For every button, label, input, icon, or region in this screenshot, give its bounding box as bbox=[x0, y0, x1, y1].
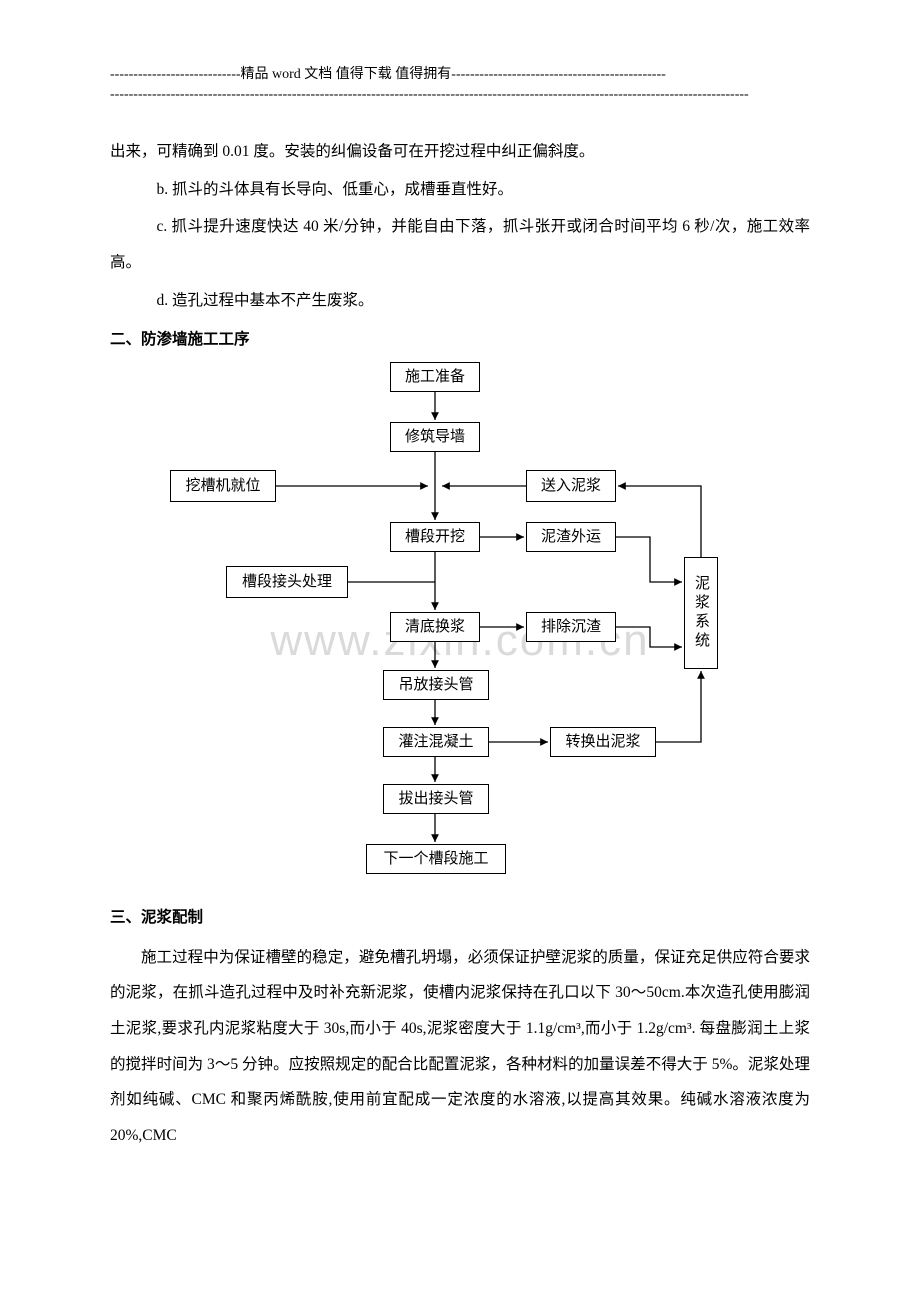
flow-box-prep: 施工准备 bbox=[390, 362, 480, 392]
page: ----------------------------精品 word 文档 值… bbox=[0, 0, 920, 1216]
flow-box-concrete: 灌注混凝土 bbox=[383, 727, 489, 757]
header-line-2: ----------------------------------------… bbox=[110, 85, 810, 105]
para-2: b. 抓斗的斗体具有长导向、低重心，成槽垂直性好。 bbox=[110, 172, 810, 208]
flow-box-lift-pipe: 吊放接头管 bbox=[383, 670, 489, 700]
flow-box-excavate: 槽段开挖 bbox=[390, 522, 480, 552]
section-3-text: 施工过程中为保证槽壁的稳定，避免槽孔坍塌，必须保证护壁泥浆的质量，保证充足供应符… bbox=[110, 940, 810, 1154]
flow-box-joint: 槽段接头处理 bbox=[226, 566, 348, 598]
flow-box-clean: 清底换浆 bbox=[390, 612, 480, 642]
flow-box-transfer-mud: 转换出泥浆 bbox=[550, 727, 656, 757]
para-1: 出来，可精确到 0.01 度。安装的纠偏设备可在开挖过程中纠正偏斜度。 bbox=[110, 134, 810, 170]
flow-box-residue: 泥渣外运 bbox=[526, 522, 616, 552]
flow-box-mud-system: 泥浆系统 bbox=[684, 557, 718, 669]
header-dashes: ----------------------------精品 word 文档 值… bbox=[110, 65, 810, 104]
para-4: d. 造孔过程中基本不产生废浆。 bbox=[110, 283, 810, 319]
heading-2: 二、防渗墙施工工序 bbox=[110, 322, 810, 358]
flow-box-pull-pipe: 拔出接头管 bbox=[383, 784, 489, 814]
flowchart: 施工准备 修筑导墙 挖槽机就位 送入泥浆 槽段开挖 泥渣外运 槽段接头处理 清底… bbox=[110, 362, 810, 892]
header-line-1: ----------------------------精品 word 文档 值… bbox=[110, 65, 810, 85]
heading-3: 三、泥浆配制 bbox=[110, 900, 810, 936]
para-3: c. 抓斗提升速度快达 40 米/分钟，并能自由下落，抓斗张开或闭合时间平均 6… bbox=[110, 209, 810, 280]
flow-box-guide-wall: 修筑导墙 bbox=[390, 422, 480, 452]
body-text: 出来，可精确到 0.01 度。安装的纠偏设备可在开挖过程中纠正偏斜度。 b. 抓… bbox=[110, 134, 810, 1153]
flow-box-feed-mud: 送入泥浆 bbox=[526, 470, 616, 502]
flow-box-excavator: 挖槽机就位 bbox=[170, 470, 276, 502]
flow-box-sediment: 排除沉渣 bbox=[526, 612, 616, 642]
flow-box-next: 下一个槽段施工 bbox=[366, 844, 506, 874]
